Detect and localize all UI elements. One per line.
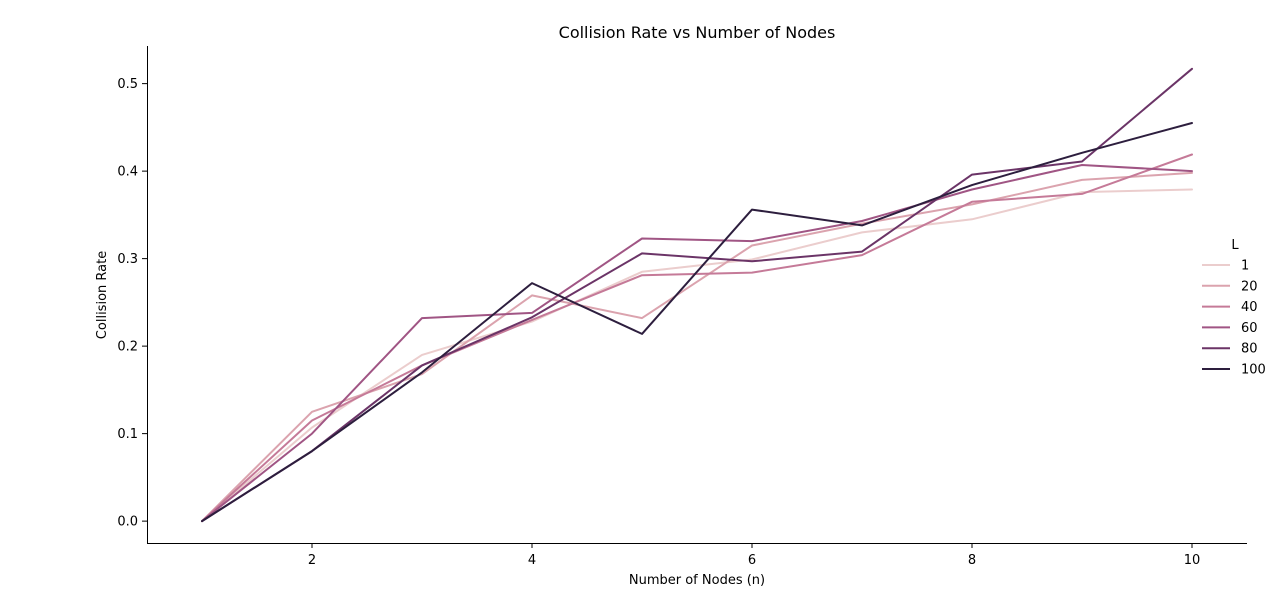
series-line-L-60 [201,164,1193,523]
legend-label-L-20: 20 [1241,279,1258,294]
axes [147,46,1247,544]
y-ticks: 0.0 0.1 0.2 0.3 0.4 0.5 [117,77,147,530]
series-line-L-100 [201,122,1193,523]
legend-title: L [1231,238,1239,253]
x-tick-label: 10 [1184,553,1201,568]
y-tick-label: 0.4 [117,165,138,180]
series-line-L-40 [201,153,1193,523]
series-line-L-80 [201,67,1193,523]
legend-label-L-40: 40 [1241,300,1258,315]
legend-items: 1 20 40 60 80 100 [1202,259,1266,378]
x-tick-label: 6 [748,553,756,568]
y-tick-label: 0.1 [117,427,138,442]
x-tick-label: 4 [528,553,536,568]
chart-title: Collision Rate vs Number of Nodes [559,23,836,42]
x-tick-label: 2 [308,553,316,568]
y-axis-label: Collision Rate [95,251,110,339]
x-ticks: 2 4 6 8 10 [308,543,1200,568]
x-axis-label: Number of Nodes (n) [629,573,765,588]
series-line-L-1 [201,188,1193,523]
y-tick-label: 0.2 [117,340,138,355]
legend-label-L-60: 60 [1241,321,1258,336]
x-tick-label: 8 [968,553,976,568]
legend-label-L-1: 1 [1241,259,1249,274]
legend-label-L-80: 80 [1241,342,1258,357]
series-lines [201,67,1193,523]
y-tick-label: 0.3 [117,252,138,267]
legend-label-L-100: 100 [1241,363,1266,378]
series-line-L-20 [201,171,1193,523]
y-tick-label: 0.0 [117,515,138,530]
legend: L 1 20 40 60 80 100 [1202,238,1266,378]
y-tick-label: 0.5 [117,77,138,92]
